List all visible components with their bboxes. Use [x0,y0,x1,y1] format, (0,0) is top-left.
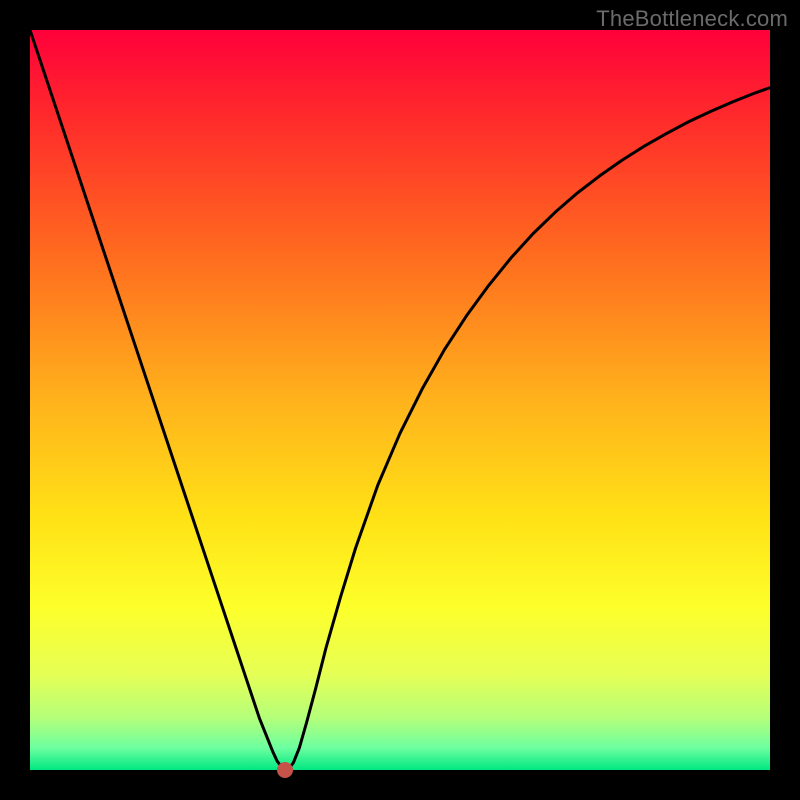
minimum-marker [277,762,293,778]
bottleneck-curve [30,30,770,770]
plot-area [30,30,770,770]
curve-path [30,30,770,770]
watermark-text: TheBottleneck.com [596,6,788,32]
